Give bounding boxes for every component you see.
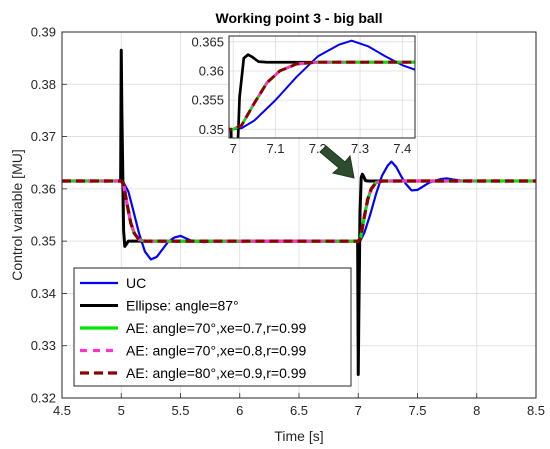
- inset-y-tick-label: 0.355: [191, 93, 224, 108]
- chart-title: Working point 3 - big ball: [216, 10, 383, 26]
- x-tick-label: 4.5: [53, 403, 71, 418]
- y-tick-label: 0.36: [31, 181, 56, 196]
- legend-entry-label: AE: angle=80°,xe=0.9,r=0.99: [126, 365, 307, 381]
- x-axis-label: Time [s]: [274, 428, 323, 444]
- inset-series-line-2: [229, 53, 415, 138]
- inset-series-line-5: [229, 60, 415, 131]
- inset-x-tick-label: 7.4: [393, 141, 411, 156]
- inset-background: [229, 36, 415, 138]
- legend-box: [73, 267, 352, 387]
- inset-x-tick-label: 7: [230, 141, 237, 156]
- y-tick-label: 0.33: [31, 338, 56, 353]
- inset-y-tick-label: 0.36: [199, 63, 224, 78]
- legend: UC Ellipse: angle=87° AE: angle=70°,xe=0.7…: [73, 267, 352, 387]
- plot-frame: [61, 31, 537, 399]
- x-tick-label: 6.5: [290, 403, 308, 418]
- x-tick-label: 8: [473, 403, 480, 418]
- x-tick-label: 7.5: [408, 403, 426, 418]
- inset-series-group: [229, 39, 415, 138]
- inset-frame: [228, 35, 416, 139]
- inset-x-tick-label: 7.3: [351, 141, 369, 156]
- x-tick-label: 5.5: [171, 403, 189, 418]
- x-tick-label: 5: [118, 403, 125, 418]
- x-tick-label: 7: [355, 403, 362, 418]
- y-tick-label: 0.32: [31, 391, 56, 406]
- y-tick-label: 0.35: [31, 234, 56, 249]
- y-tick-label: 0.38: [31, 77, 56, 92]
- legend-entry-label: AE: angle=70°,xe=0.7,r=0.99: [126, 320, 307, 336]
- legend-entry-label: AE: angle=70°,xe=0.8,r=0.99: [126, 343, 307, 359]
- y-tick-label: 0.39: [31, 25, 56, 40]
- zoom-arrow-icon: [319, 145, 355, 179]
- inset-y-tick-label: 0.365: [191, 34, 224, 49]
- arrow-shape: [319, 145, 355, 179]
- y-tick-label: 0.34: [31, 286, 56, 301]
- x-tick-label: 6: [236, 403, 243, 418]
- y-axis-label: Control variable [MU]: [9, 149, 25, 281]
- inset-x-tick-label: 7.1: [266, 141, 284, 156]
- series-group: [62, 48, 536, 376]
- x-tick-label: 8.5: [527, 403, 545, 418]
- y-tick-label: 0.37: [31, 129, 56, 144]
- inset-y-tick-label: 0.35: [199, 122, 224, 137]
- series-line-5: [62, 179, 536, 243]
- legend-entry-label: Ellipse: angle=87°: [126, 298, 239, 314]
- legend-entry-label: UC: [126, 275, 146, 291]
